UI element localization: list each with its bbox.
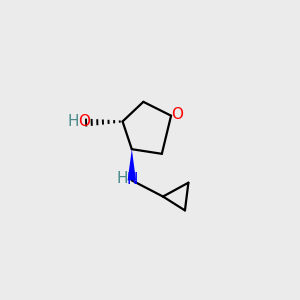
- Text: N: N: [127, 172, 138, 187]
- Polygon shape: [128, 149, 136, 180]
- Text: O: O: [171, 107, 183, 122]
- Text: O: O: [79, 114, 91, 129]
- Text: H: H: [116, 171, 128, 186]
- Text: H: H: [68, 114, 79, 129]
